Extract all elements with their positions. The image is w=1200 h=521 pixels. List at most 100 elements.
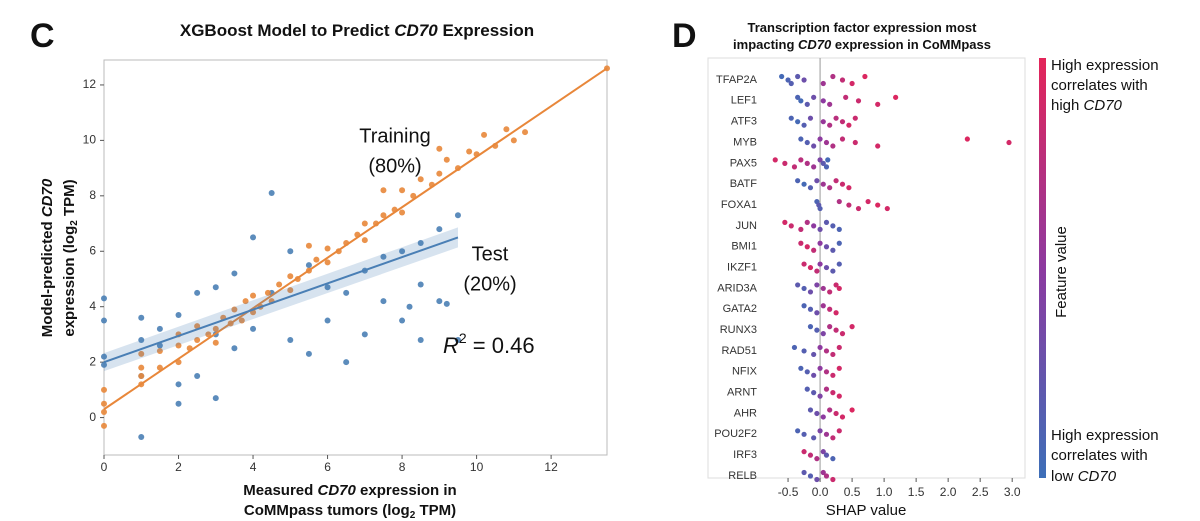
shap-point bbox=[814, 268, 820, 274]
shap-point bbox=[814, 282, 820, 288]
shap-point bbox=[836, 198, 842, 205]
shap-point bbox=[827, 289, 833, 295]
data-point bbox=[399, 317, 406, 324]
data-point bbox=[380, 187, 387, 194]
x-label-line: CoMMpass tumors (log2 TPM) bbox=[244, 502, 456, 521]
data-point bbox=[101, 295, 107, 302]
shap-point bbox=[823, 139, 830, 146]
colorbar-title: Feature value bbox=[1053, 226, 1070, 318]
beeswarm-plot: -0.5 0.0 0.5 1.0 1.5 2.0 2.5 3.0 TFAP2A LEF1 ATF3 M… bbox=[714, 58, 1021, 499]
x-tick-label: 1.0 bbox=[876, 485, 893, 499]
x-tick-label: -0.5 bbox=[778, 485, 799, 499]
shap-point bbox=[820, 469, 826, 476]
data-point bbox=[156, 348, 163, 355]
shap-point bbox=[807, 452, 814, 458]
shap-point bbox=[823, 473, 830, 479]
shap-point bbox=[833, 178, 839, 184]
data-point bbox=[399, 187, 406, 194]
y-tick-label: 10 bbox=[83, 133, 97, 147]
shap-point bbox=[830, 351, 836, 358]
shap-point bbox=[804, 219, 810, 225]
label-part: TPM) bbox=[415, 502, 456, 519]
feature-label: TFAP2A bbox=[716, 74, 758, 86]
data-point bbox=[276, 281, 283, 288]
shap-point bbox=[807, 264, 814, 271]
shap-point bbox=[811, 390, 817, 396]
shap-point bbox=[801, 77, 807, 83]
label-part: CD70 bbox=[317, 482, 356, 499]
x-tick-label: 1.5 bbox=[908, 485, 925, 499]
data-point bbox=[138, 364, 145, 371]
data-point bbox=[194, 336, 201, 343]
shap-point bbox=[811, 94, 817, 100]
data-point bbox=[242, 298, 249, 305]
shap-point bbox=[820, 160, 826, 166]
shap-point bbox=[820, 331, 826, 337]
shap-point bbox=[801, 469, 807, 476]
y-tick-label: 8 bbox=[89, 188, 96, 202]
shap-point bbox=[836, 365, 842, 371]
y-label-line: expression (log2 TPM) bbox=[61, 179, 80, 336]
shap-point bbox=[855, 98, 862, 104]
shap-point bbox=[798, 226, 804, 232]
shap-point bbox=[798, 157, 804, 163]
shap-point bbox=[823, 386, 830, 392]
data-point bbox=[324, 317, 331, 324]
shap-point bbox=[839, 119, 846, 125]
colorbar-label: low CD70 bbox=[1051, 468, 1117, 485]
label-part: CoMMpass tumors (log bbox=[244, 502, 410, 519]
data-point bbox=[212, 284, 219, 291]
shap-point bbox=[782, 160, 788, 166]
data-point bbox=[231, 306, 238, 313]
data-point bbox=[101, 353, 107, 360]
plot-frame bbox=[103, 59, 608, 456]
label-part: low bbox=[1051, 468, 1078, 485]
feature-label: ARNT bbox=[727, 387, 757, 399]
x-tick-label: 0 bbox=[101, 460, 108, 474]
shap-point bbox=[811, 351, 817, 358]
shap-point bbox=[814, 456, 820, 462]
feature-label: AHR bbox=[734, 407, 757, 419]
shap-point bbox=[839, 77, 846, 83]
data-point bbox=[481, 131, 488, 138]
shap-point bbox=[779, 73, 785, 80]
colorbar-label: correlates with bbox=[1051, 447, 1148, 464]
label-part: High expression bbox=[1051, 427, 1159, 444]
shap-point bbox=[836, 240, 842, 246]
shap-point bbox=[788, 223, 794, 229]
shap-point bbox=[1006, 139, 1012, 146]
x-tick-label: 3.0 bbox=[1004, 485, 1021, 499]
x-tick-label: 12 bbox=[544, 460, 558, 474]
shap-point bbox=[830, 223, 836, 229]
shap-point bbox=[830, 372, 836, 378]
data-point bbox=[343, 359, 350, 366]
feature-label: RUNX3 bbox=[720, 324, 757, 336]
shap-point bbox=[823, 219, 830, 225]
label-part: correlates with bbox=[1051, 447, 1148, 464]
data-point bbox=[324, 284, 331, 291]
x-tick-label: 10 bbox=[470, 460, 484, 474]
data-point bbox=[287, 248, 294, 255]
shap-point bbox=[814, 310, 820, 316]
shap-point bbox=[823, 244, 830, 250]
y-tick-label: 4 bbox=[89, 299, 96, 313]
data-point bbox=[138, 350, 145, 357]
data-point bbox=[101, 317, 107, 324]
colorbar-label: High expression bbox=[1051, 57, 1159, 74]
data-point bbox=[454, 336, 461, 343]
feature-label: RAD51 bbox=[722, 345, 757, 357]
shap-point bbox=[839, 331, 846, 337]
data-point bbox=[101, 422, 107, 429]
shap-point bbox=[804, 101, 810, 107]
shap-point bbox=[804, 160, 810, 166]
data-point bbox=[138, 336, 145, 343]
shap-point bbox=[798, 365, 804, 371]
shap-point bbox=[795, 119, 801, 125]
fit-line bbox=[103, 67, 608, 411]
shap-point bbox=[814, 178, 820, 184]
shap-point bbox=[843, 94, 849, 100]
shap-point bbox=[833, 310, 839, 316]
label-part: Measured bbox=[243, 482, 317, 499]
data-point bbox=[443, 300, 450, 307]
x-tick-label: 2.5 bbox=[972, 485, 989, 499]
